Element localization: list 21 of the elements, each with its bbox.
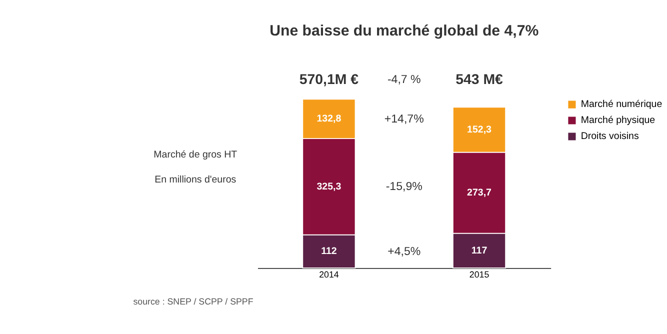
data-label: 112 bbox=[321, 246, 338, 258]
data-label: 117 bbox=[471, 245, 488, 256]
legend-label: Marché numérique bbox=[580, 99, 662, 110]
annotation: -15,9% bbox=[386, 181, 422, 194]
x-tick-label: 2015 bbox=[469, 269, 490, 280]
legend-label: Droits voisins bbox=[580, 131, 639, 142]
text: -4,7 % bbox=[387, 74, 421, 86]
text: Marché de gros HT bbox=[154, 150, 238, 161]
x-tick-label: 2014 bbox=[319, 269, 339, 280]
data-label: 273,7 bbox=[467, 187, 492, 198]
data-label: 152,3 bbox=[467, 124, 492, 136]
chart-title: Une baisse du marché global de 4,7% bbox=[270, 22, 540, 40]
annotation: +4,5% bbox=[388, 246, 421, 258]
legend-label: Marché physique bbox=[580, 115, 656, 126]
annotation: +14,7% bbox=[384, 113, 424, 126]
data-label: 132,8 bbox=[316, 114, 342, 125]
total-label: 543 M€ bbox=[456, 72, 504, 88]
data-label: 325,3 bbox=[316, 181, 342, 192]
total-label: 570,1M € bbox=[299, 72, 359, 88]
source-note: source : SNEP / SCPP / SPPF bbox=[133, 296, 254, 306]
text: En millions d'euros bbox=[154, 174, 236, 186]
